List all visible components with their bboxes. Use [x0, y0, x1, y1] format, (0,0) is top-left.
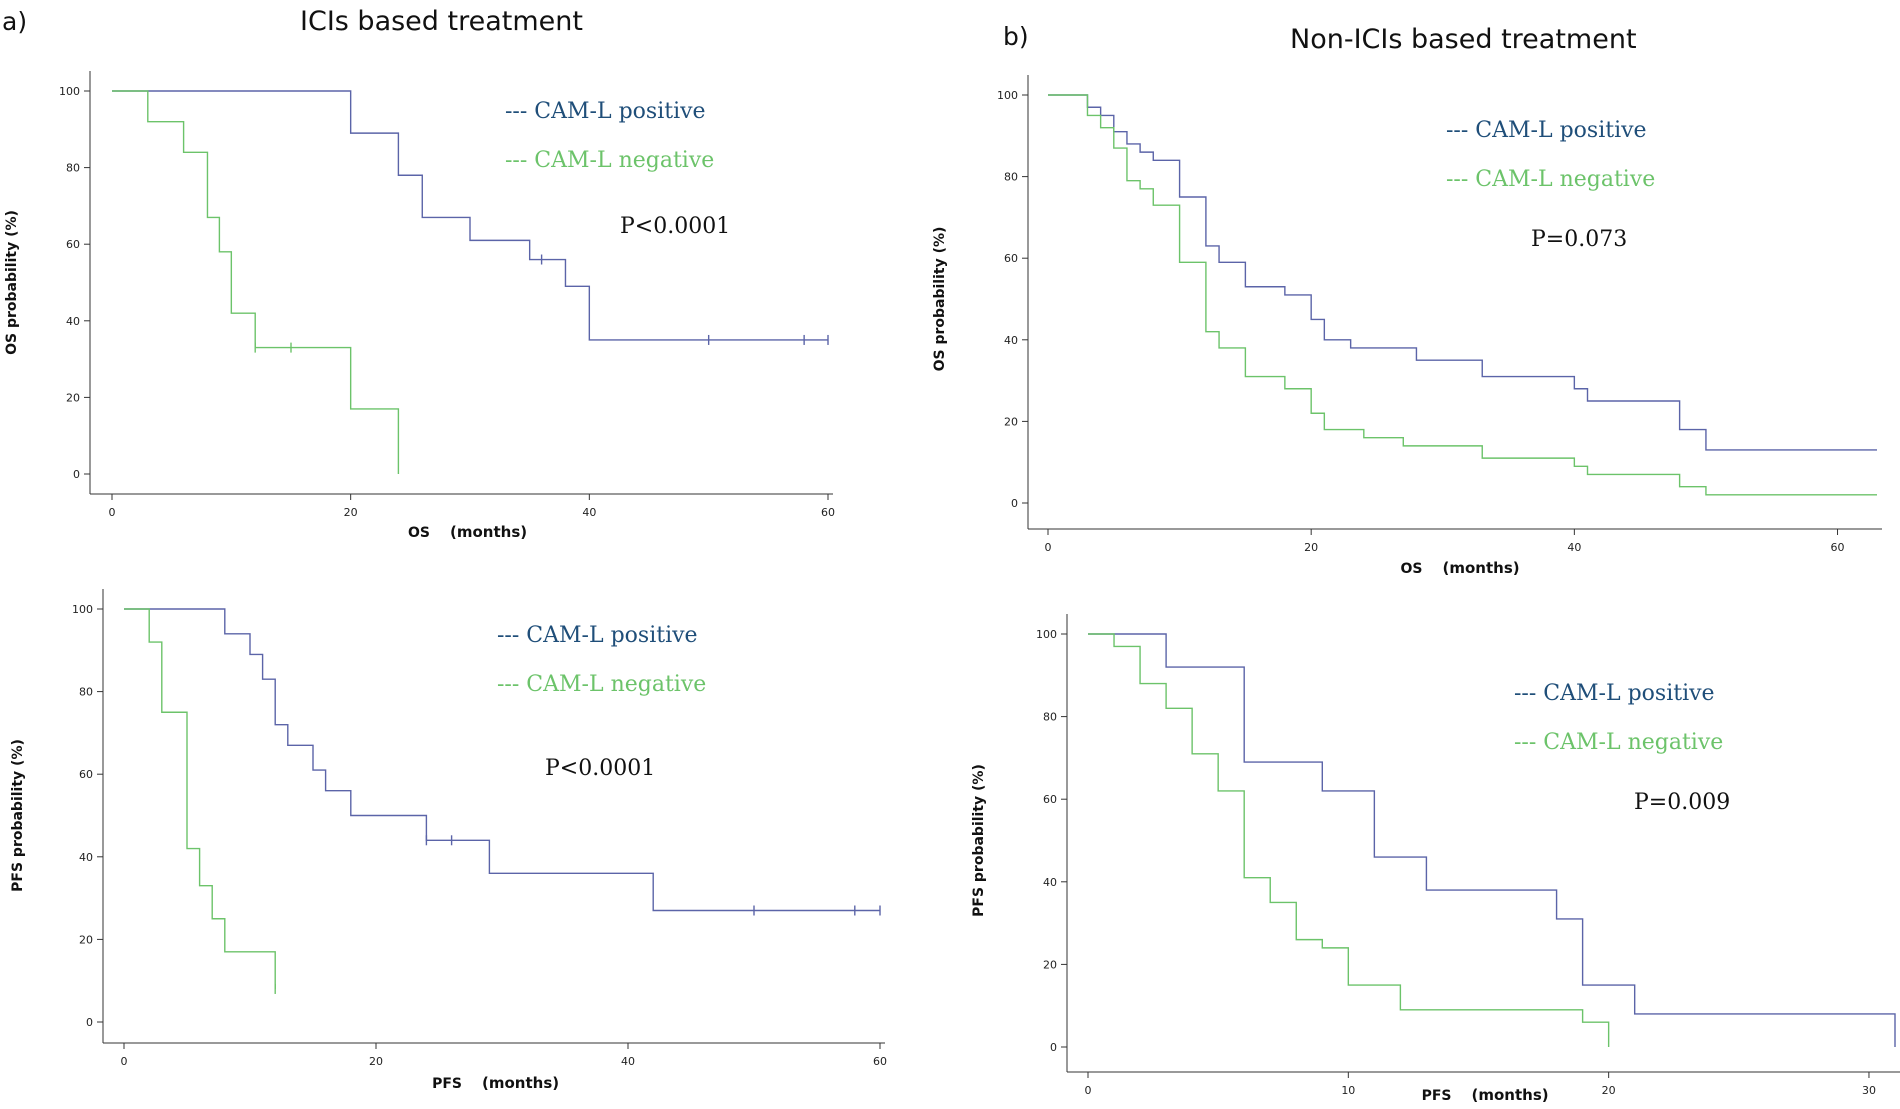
y-tick-label: 80 [1004, 171, 1018, 184]
legend-positive: --- CAM-L positive [1446, 118, 1647, 143]
chart-icis-os: 0 20 40 60 80 100 0 20 40 60 OS probability (%) OS (… [4, 71, 835, 541]
x-tick-label: 40 [1567, 541, 1581, 554]
x-tick-label: 60 [821, 506, 835, 519]
y-tick-label: 20 [66, 391, 80, 404]
legend-negative: --- CAM-L negative [497, 672, 706, 697]
y-tick-label: 100 [72, 603, 93, 616]
y-tick-label: 40 [1043, 876, 1057, 889]
y-tick-label: 100 [997, 89, 1018, 102]
km-curve-negative [1048, 94, 1877, 496]
x-axis-unit: (months) [1443, 559, 1520, 577]
chart-icis-pfs: 0 20 40 60 80 100 0 20 40 60 PFS probability (%) PF… [10, 589, 887, 1092]
y-tick-label: 100 [1036, 628, 1057, 641]
y-tick-label: 40 [1004, 334, 1018, 347]
p-value: P<0.0001 [620, 214, 730, 239]
x-tick-label: 0 [1085, 1084, 1092, 1097]
x-axis-title: PFS [432, 1076, 462, 1092]
y-tick-label: 40 [66, 315, 80, 328]
km-curve-negative [124, 608, 276, 989]
x-tick-label: 20 [344, 506, 358, 519]
x-tick-label: 20 [369, 1055, 383, 1068]
y-tick-label: 0 [73, 468, 80, 481]
legend-negative: --- CAM-L negative [505, 148, 714, 173]
x-tick-label: 0 [121, 1055, 128, 1068]
km-curve-positive [1048, 94, 1877, 451]
y-axis-title: OS probability (%) [932, 227, 948, 372]
p-value: P<0.0001 [545, 756, 655, 781]
panel-b-label: b) [1003, 22, 1029, 51]
x-tick-label: 30 [1862, 1084, 1876, 1097]
y-tick-label: 100 [59, 85, 80, 98]
y-tick-label: 80 [1043, 711, 1057, 724]
x-tick-label: 60 [1831, 541, 1845, 554]
chart-non-icis-os: 0 20 40 60 80 100 0 20 40 60 OS probability (%) OS (… [932, 75, 1882, 577]
x-axis-title: PFS [1422, 1088, 1452, 1104]
y-tick-label: 80 [66, 162, 80, 175]
x-tick-label: 0 [1045, 541, 1052, 554]
x-tick-label: 60 [873, 1055, 887, 1068]
y-tick-label: 0 [1011, 497, 1018, 510]
p-value: P=0.073 [1531, 227, 1627, 252]
y-tick-label: 40 [79, 851, 93, 864]
y-tick-label: 80 [79, 686, 93, 699]
x-axis-unit: (months) [1472, 1086, 1549, 1104]
km-curve-positive [1088, 633, 1896, 1047]
legend-negative: --- CAM-L negative [1514, 730, 1723, 755]
chart-non-icis-pfs: 0 20 40 60 80 100 0 10 20 30 PFS probability (%) PF… [971, 614, 1900, 1104]
panel-b-title: Non-ICIs based treatment [1290, 24, 1637, 55]
y-axis-title: OS probability (%) [4, 210, 20, 355]
x-axis-unit: (months) [482, 1074, 559, 1092]
y-axis-title: PFS probability (%) [10, 739, 26, 892]
y-tick-label: 60 [66, 238, 80, 251]
panel-a-title: ICIs based treatment [300, 6, 583, 37]
x-axis-title: OS [408, 525, 430, 541]
x-axis-title: OS [1401, 561, 1423, 577]
y-tick-label: 60 [1004, 252, 1018, 265]
y-axis-title: PFS probability (%) [971, 764, 987, 917]
x-tick-label: 10 [1341, 1084, 1355, 1097]
y-tick-label: 20 [1043, 958, 1057, 971]
km-curve-negative [1088, 633, 1610, 1047]
x-tick-label: 0 [109, 506, 116, 519]
x-axis-unit: (months) [450, 523, 527, 541]
y-tick-label: 0 [1050, 1041, 1057, 1054]
panel-a-label: a) [2, 7, 27, 36]
legend-positive: --- CAM-L positive [505, 99, 706, 124]
km-curve-positive [112, 90, 828, 341]
y-tick-label: 20 [1004, 415, 1018, 428]
y-tick-label: 0 [86, 1016, 93, 1029]
legend-negative: --- CAM-L negative [1446, 167, 1655, 192]
km-curve-positive [124, 608, 880, 912]
legend-positive: --- CAM-L positive [497, 623, 698, 648]
p-value: P=0.009 [1634, 790, 1730, 815]
x-tick-label: 20 [1602, 1084, 1616, 1097]
x-tick-label: 40 [582, 506, 596, 519]
km-curve-negative [112, 90, 400, 474]
legend-positive: --- CAM-L positive [1514, 681, 1715, 706]
y-tick-label: 20 [79, 933, 93, 946]
x-tick-label: 20 [1304, 541, 1318, 554]
y-tick-label: 60 [79, 768, 93, 781]
y-tick-label: 60 [1043, 793, 1057, 806]
x-tick-label: 40 [621, 1055, 635, 1068]
